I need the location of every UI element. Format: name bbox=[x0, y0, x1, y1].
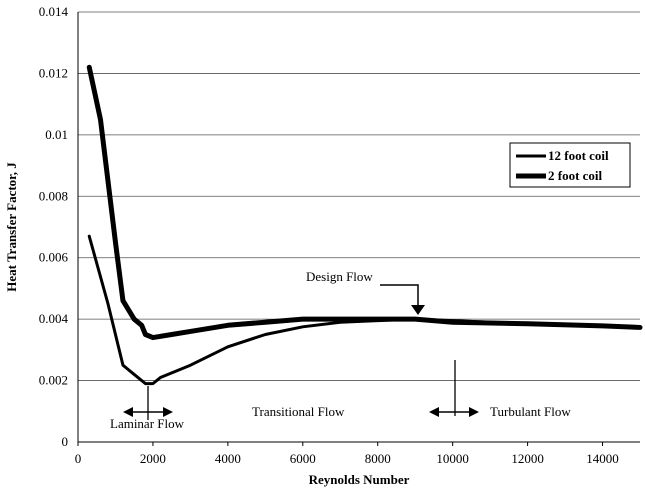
x-tick-label: 10000 bbox=[436, 451, 469, 466]
legend-box bbox=[509, 142, 631, 188]
x-tick-labels: 0 2000 4000 6000 8000 10000 12000 14000 bbox=[75, 442, 619, 466]
y-tick-label: 0.002 bbox=[39, 373, 68, 388]
y-tick-label: 0.008 bbox=[39, 188, 68, 203]
laminar-arrowhead-right bbox=[163, 407, 173, 417]
y-axis-title: Heat Transfer Factor, J bbox=[4, 162, 19, 292]
design-flow-arrowhead bbox=[411, 305, 425, 315]
annotation-design-flow: Design Flow bbox=[306, 269, 373, 284]
x-tick-label: 8000 bbox=[365, 451, 391, 466]
design-flow-arrow bbox=[380, 284, 419, 307]
y-tick-label: 0.014 bbox=[39, 4, 69, 19]
y-tick-label: 0.004 bbox=[39, 311, 69, 326]
turbulent-arrowhead-left bbox=[429, 407, 439, 417]
x-tick-label: 2000 bbox=[140, 451, 166, 466]
x-tick-label: 0 bbox=[75, 451, 82, 466]
laminar-arrowhead-left bbox=[123, 407, 133, 417]
axes bbox=[77, 12, 640, 443]
x-tick-label: 14000 bbox=[586, 451, 619, 466]
x-axis-title: Reynolds Number bbox=[309, 472, 410, 487]
annotation-turbulant-flow: Turbulant Flow bbox=[490, 404, 571, 419]
series-line-2-foot-coil bbox=[86, 64, 643, 341]
series-line-12-foot-coil bbox=[87, 234, 642, 386]
y-tick-label: 0 bbox=[62, 434, 69, 449]
y-tick-labels: 0 0.002 0.004 0.006 0.008 0.01 0.012 0.014 bbox=[39, 4, 69, 449]
legend-label-12-foot-coil: 12 foot coil bbox=[548, 148, 609, 163]
turbulent-arrowhead-right bbox=[469, 407, 479, 417]
x-tick-label: 6000 bbox=[290, 451, 316, 466]
grid-lines bbox=[78, 11, 640, 381]
series-lines bbox=[86, 64, 643, 386]
annotation-transitional-flow: Transitional Flow bbox=[252, 404, 345, 419]
y-tick-label: 0.012 bbox=[39, 65, 68, 80]
x-tick-label: 4000 bbox=[215, 451, 241, 466]
annotations: Design Flow Laminar Flow Transitional Fl… bbox=[110, 269, 571, 431]
annotation-laminar-flow: Laminar Flow bbox=[110, 416, 185, 431]
legend: 12 foot coil 2 foot coil bbox=[509, 142, 631, 188]
x-tick-label: 12000 bbox=[511, 451, 544, 466]
y-tick-label: 0.006 bbox=[39, 250, 69, 265]
legend-label-2-foot-coil: 2 foot coil bbox=[548, 168, 603, 183]
y-tick-label: 0.01 bbox=[45, 127, 68, 142]
